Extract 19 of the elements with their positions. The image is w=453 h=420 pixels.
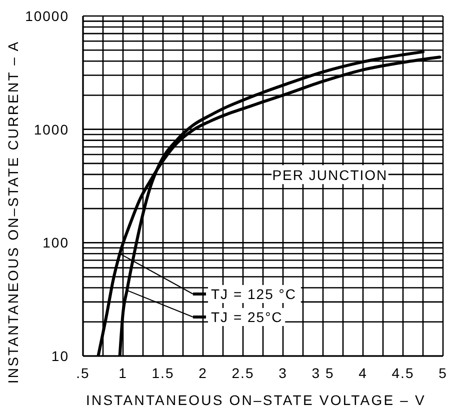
- x-tick-label: 4.5: [392, 364, 414, 381]
- y-tick-label: 10: [51, 348, 69, 364]
- annotation: PER JUNCTION: [272, 167, 388, 184]
- y-axis-title: INSTANTANEOUS ON–STATE CURRENT – A: [5, 40, 21, 384]
- y-tick-label: 1000: [34, 121, 69, 138]
- x-axis-title: INSTANTANEOUS ON–STATE VOLTAGE – V: [86, 392, 426, 408]
- x-tick-label: 3: [278, 364, 288, 381]
- x-tick-label: 5: [438, 364, 448, 381]
- y-tick-label: 10000: [25, 8, 69, 24]
- legend-label: TJ = 125 °C: [211, 286, 296, 302]
- legend-label: TJ = 25°C: [211, 309, 283, 325]
- y-tick-label: 100: [42, 234, 69, 251]
- x-tick-label: 4: [358, 364, 368, 381]
- x-tick-label: 2: [198, 364, 208, 381]
- x-tick-label: 1.5: [152, 364, 174, 381]
- x-tick-label: 3 5: [312, 364, 334, 381]
- x-tick-label: .5: [76, 364, 90, 381]
- x-tick-label: 1: [118, 364, 128, 381]
- x-tick-label: 2.5: [232, 364, 254, 381]
